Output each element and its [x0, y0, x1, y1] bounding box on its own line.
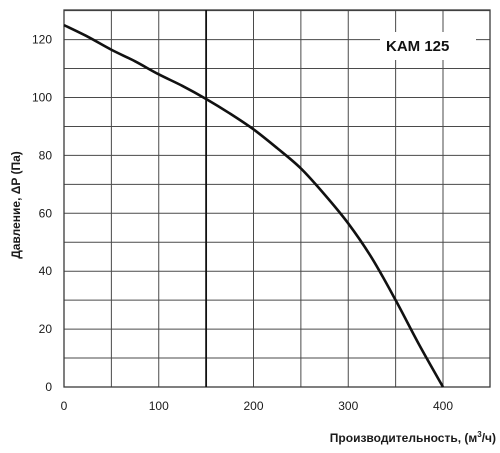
- model-label-box: [380, 32, 476, 60]
- grid: [63, 9, 491, 388]
- x-tick-label: 0: [61, 399, 68, 413]
- x-tick-labels: 0 100 200 300 400: [61, 399, 454, 413]
- x-tick-label: 300: [338, 399, 358, 413]
- model-label: KAM 125: [386, 38, 449, 55]
- y-tick-label: 120: [32, 33, 52, 47]
- y-tick-label: 20: [39, 322, 53, 336]
- x-axis-label-superscript: 3: [477, 430, 482, 439]
- y-tick-label: 0: [45, 380, 52, 394]
- x-tick-label: 400: [433, 399, 453, 413]
- x-axis-label: Производительность, (м3/ч): [330, 430, 496, 445]
- x-axis-label-tail: /ч): [482, 431, 496, 445]
- series-line: [63, 23, 445, 388]
- y-tick-label: 80: [39, 148, 53, 162]
- y-tick-label: 60: [39, 206, 53, 220]
- x-tick-label: 100: [149, 399, 169, 413]
- y-tick-label: 40: [39, 264, 53, 278]
- plot-frame: [63, 9, 491, 388]
- x-tick-label: 200: [243, 399, 263, 413]
- y-axis-label: Давление, ΔP (Па): [9, 151, 23, 259]
- y-tick-label: 100: [32, 91, 52, 105]
- y-tick-labels: 0 20 40 60 80 100 120: [32, 33, 52, 394]
- x-axis-label-main: Производительность, (м: [330, 431, 478, 445]
